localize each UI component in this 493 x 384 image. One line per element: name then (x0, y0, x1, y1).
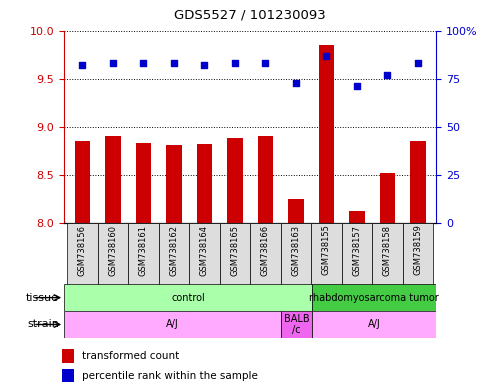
Text: percentile rank within the sample: percentile rank within the sample (82, 371, 257, 381)
Bar (258, 136, 273, 223)
Text: GSM738165: GSM738165 (230, 225, 240, 276)
Bar (128, 223, 159, 286)
Text: GSM738164: GSM738164 (200, 225, 209, 276)
Point (414, 60, 422, 66)
Text: control: control (171, 293, 205, 303)
Text: GSM738157: GSM738157 (352, 225, 361, 276)
Bar (64, 311, 281, 338)
Text: transformed count: transformed count (82, 351, 179, 361)
Bar (64, 284, 312, 311)
Text: GSM738166: GSM738166 (261, 225, 270, 276)
Bar (342, 223, 372, 286)
Point (170, 60, 178, 66)
Text: rhabdomyosarcoma tumor: rhabdomyosarcoma tumor (310, 293, 439, 303)
Bar (106, 136, 120, 223)
Bar (311, 223, 342, 286)
Bar (288, 199, 304, 223)
Point (322, 53, 330, 59)
Bar (372, 223, 403, 286)
Point (140, 60, 147, 66)
Text: GDS5527 / 101230093: GDS5527 / 101230093 (175, 8, 326, 21)
Text: GSM738158: GSM738158 (383, 225, 392, 276)
Bar (281, 311, 312, 338)
Point (109, 60, 117, 66)
Bar (159, 223, 189, 286)
Bar (67, 223, 98, 286)
Text: GSM738163: GSM738163 (291, 225, 300, 276)
Text: strain: strain (27, 319, 59, 329)
Bar (410, 141, 425, 223)
Point (78, 62, 86, 68)
Point (353, 83, 361, 89)
Text: GSM738155: GSM738155 (322, 225, 331, 275)
Bar (62, 349, 74, 363)
Bar (312, 311, 436, 338)
Text: A/J: A/J (166, 319, 179, 329)
Text: GSM738160: GSM738160 (108, 225, 117, 276)
Text: GSM738161: GSM738161 (139, 225, 148, 276)
Bar (350, 211, 365, 223)
Text: GSM738159: GSM738159 (414, 225, 423, 275)
Text: tissue: tissue (26, 293, 59, 303)
Text: BALB
/c: BALB /c (284, 314, 310, 335)
Point (292, 79, 300, 86)
Bar (189, 223, 220, 286)
Bar (227, 138, 243, 223)
Bar (62, 369, 74, 382)
Bar (220, 223, 250, 286)
Text: GSM738156: GSM738156 (78, 225, 87, 276)
Bar (250, 223, 281, 286)
Bar (319, 45, 334, 223)
Bar (136, 143, 151, 223)
Point (384, 72, 391, 78)
Bar (312, 284, 436, 311)
Bar (281, 223, 311, 286)
Point (231, 60, 239, 66)
Point (201, 62, 209, 68)
Text: GSM738162: GSM738162 (170, 225, 178, 276)
Bar (166, 145, 181, 223)
Bar (75, 141, 90, 223)
Text: A/J: A/J (368, 319, 381, 329)
Bar (403, 223, 433, 286)
Bar (98, 223, 128, 286)
Bar (380, 173, 395, 223)
Point (261, 60, 269, 66)
Bar (197, 144, 212, 223)
